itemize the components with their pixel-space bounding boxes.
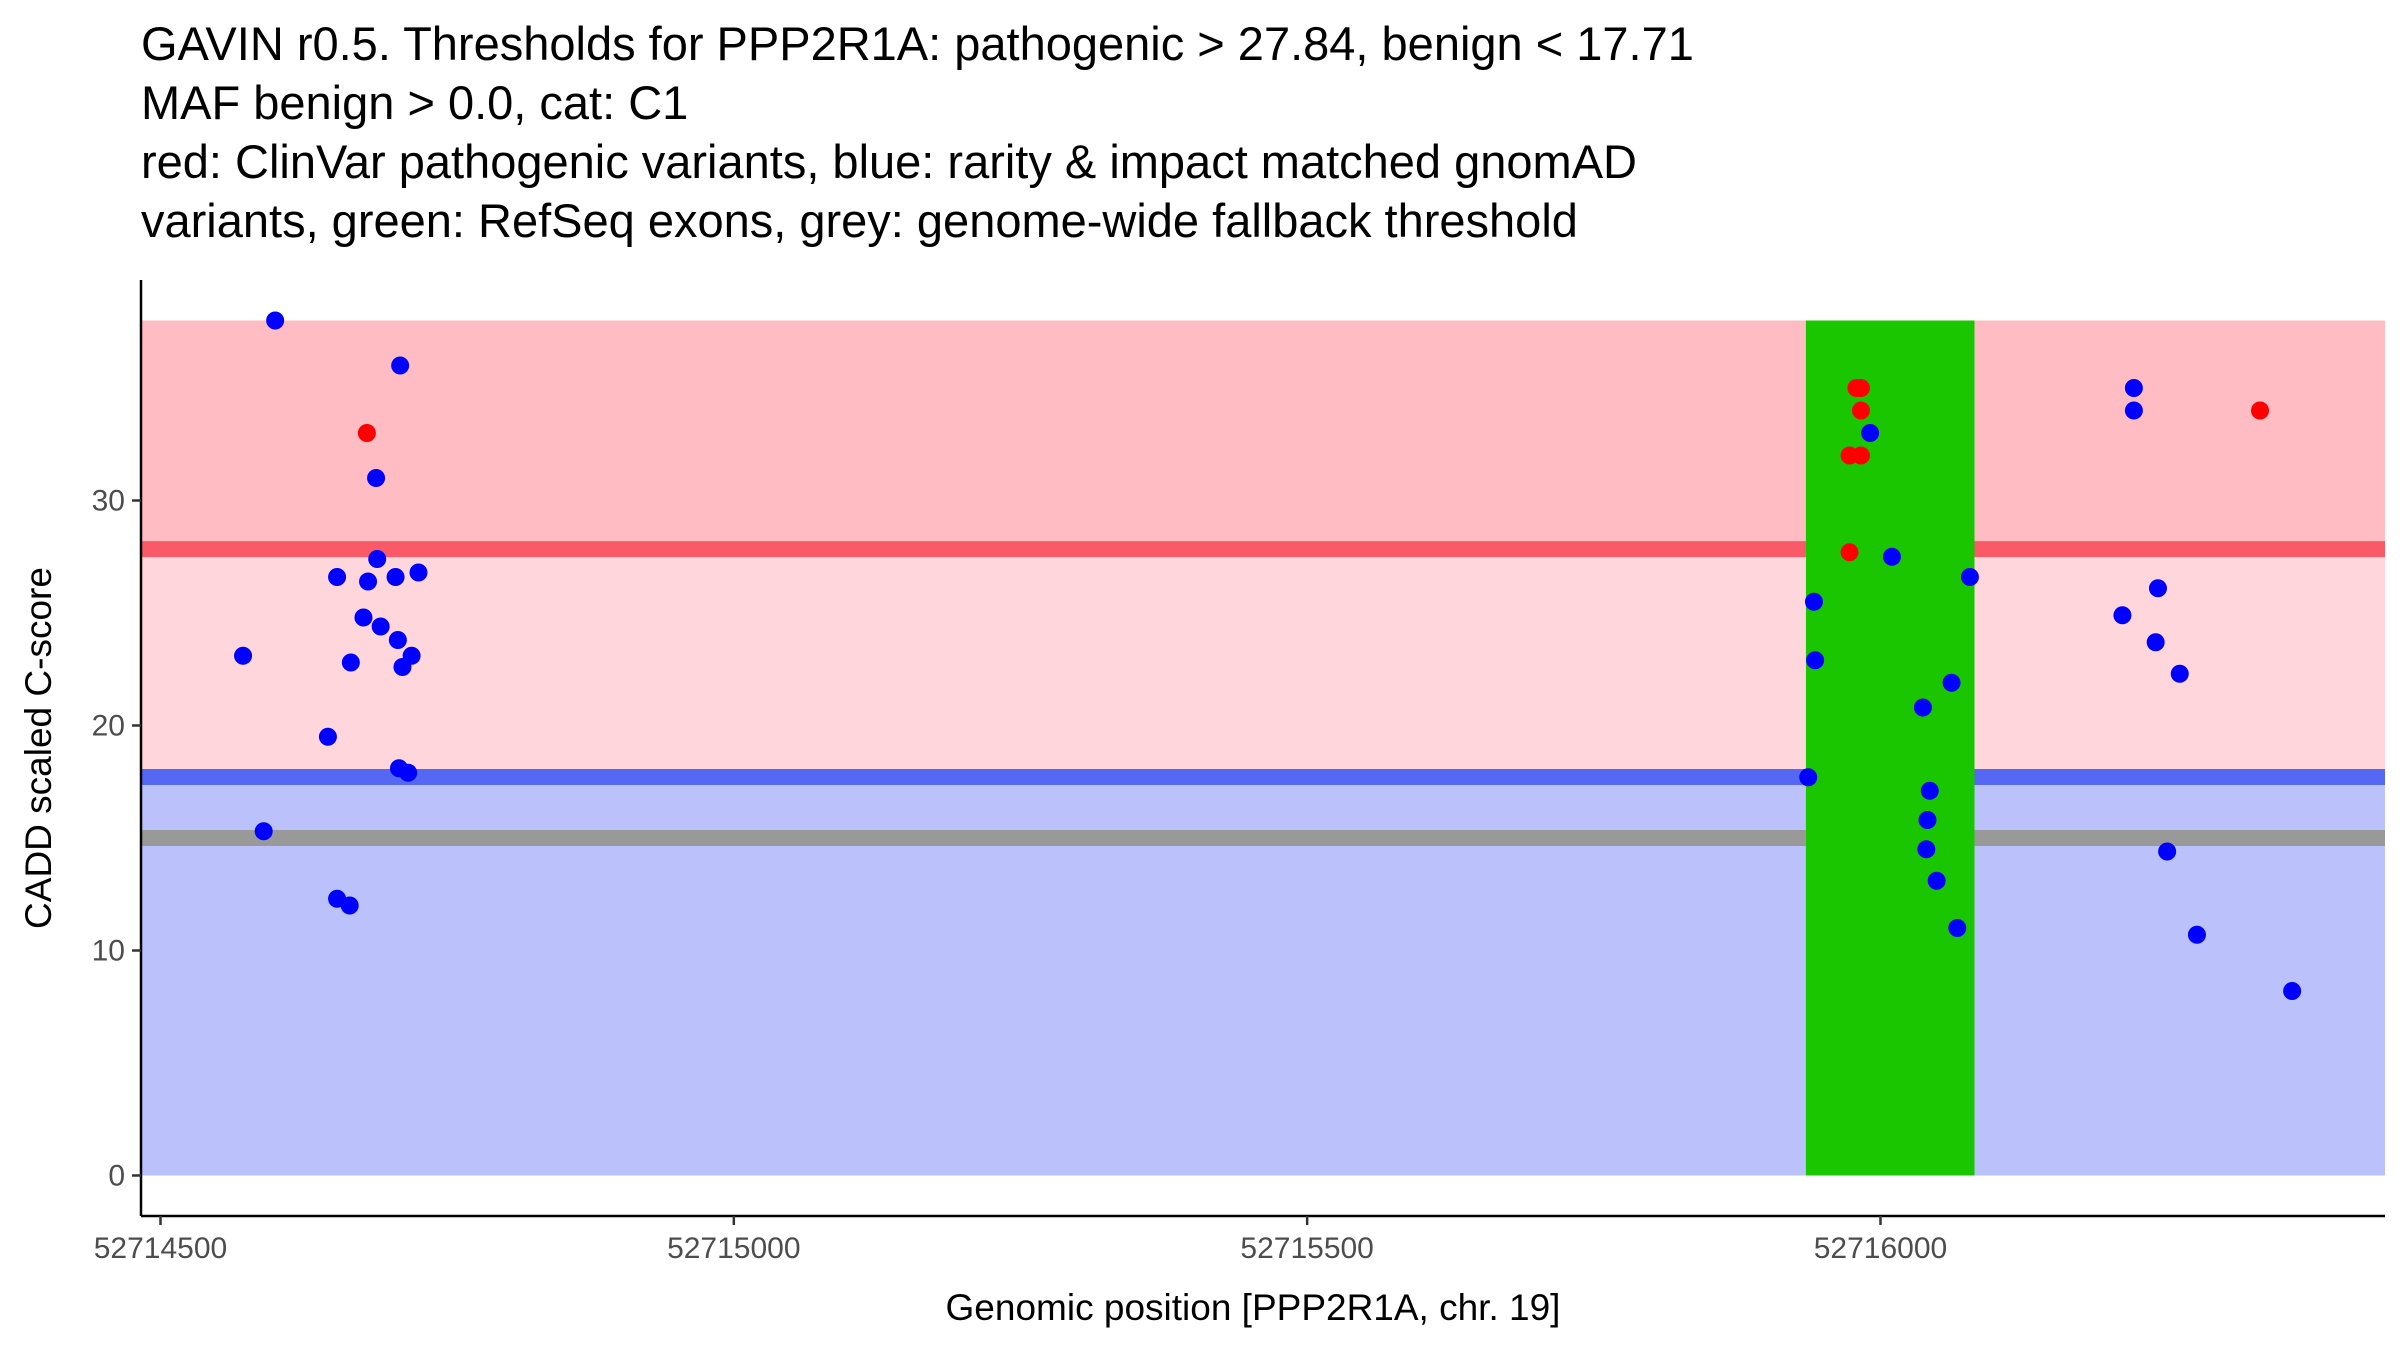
gnomad-variant-point [2148,579,2167,598]
gnomad-variant-point [399,763,418,782]
x-tick-label: 52715000 [667,1232,800,1265]
y-tick-label: 30 [92,485,125,518]
gnomad-variant-point [1960,568,1979,586]
gnomad-variant-point [340,896,359,915]
pathogenic-region [141,320,2385,550]
gnomad-variant-point [341,653,360,672]
clinvar-pathogenic-point [1851,446,1870,465]
gnomad-variant-point [2187,925,2206,944]
gnomad-variant-point [368,550,387,568]
x-tick-label: 52715500 [1240,1232,1373,1265]
gnomad-variant-point [354,608,373,627]
y-axis-title: CADD scaled C-score [18,567,59,929]
intermediate-region [141,549,2385,778]
gnomad-variant-point [1942,673,1961,692]
exon-regions [1805,320,1975,1176]
gnomad-variant-point [266,311,285,330]
x-tick-label: 52716000 [1814,1232,1947,1265]
gnomad-variant-point [234,646,253,665]
clinvar-pathogenic-point [2251,401,2270,420]
gnomad-variant-point [409,563,428,582]
gnomad-variant-point [391,356,410,375]
chart-title: GAVIN r0.5. Thresholds for PPP2R1A: path… [141,14,1694,250]
gnomad-variant-point [1917,840,1936,859]
threshold-lines [141,541,2385,846]
gnomad-variant-point [367,469,386,487]
gnomad-variant-point [402,646,421,665]
title-line: GAVIN r0.5. Thresholds for PPP2R1A: path… [141,17,1694,70]
gnomad-variant-point [1913,698,1932,717]
gnomad-variant-point [1948,919,1967,937]
gnomad-variant-point [328,568,347,586]
gnomad-variant-point [1806,651,1825,670]
gnomad-variant-point [1918,811,1937,829]
gnomad-variant-point [1927,871,1946,890]
gnomad-variant-point [1920,781,1939,800]
gnomad-variant-point [318,727,337,746]
axes: 0 10 20 30 52714500 52715000 52715500 52716000 [92,280,2385,1265]
gnomad-variant-point [2158,842,2177,861]
gnomad-variant-point [2146,633,2165,652]
clinvar-pathogenic-point [1851,379,1870,397]
gnomad-variant-point [2113,606,2132,625]
gnomad-variant-point [1882,547,1901,566]
y-tick-label: 10 [92,935,125,968]
gnomad-variant-point [1799,768,1818,787]
y-tick-label: 20 [92,710,125,743]
x-tick-label: 52714500 [94,1232,227,1265]
gnomad-variant-point [254,822,273,841]
gnomad-variant-point [1861,424,1880,442]
gnomad-variant-point [1804,592,1823,611]
gnomad-variant-point [386,568,405,586]
threshold-regions [141,320,2385,1176]
clinvar-pathogenic-point [1840,543,1859,562]
data-points [234,311,2302,1000]
title-line: MAF benign > 0.0, cat: C1 [141,76,689,129]
gnomad-variant-point [2124,379,2143,397]
y-tick-label: 0 [108,1160,125,1193]
title-line: variants, green: RefSeq exons, grey: gen… [141,194,1578,247]
exon-region [1805,320,1975,1176]
title-line: red: ClinVar pathogenic variants, blue: … [141,135,1637,188]
gnomad-variant-point [371,617,390,636]
gnomad-variant-point [359,572,378,591]
x-axis-title: Genomic position [PPP2R1A, chr. 19] [946,1287,1561,1328]
gnomad-variant-point [2283,982,2302,1000]
gnomad-variant-point [2124,401,2143,420]
gnomad-variant-point [2170,664,2189,683]
clinvar-pathogenic-point [1851,401,1870,420]
gnomad-variant-point [388,631,407,649]
clinvar-pathogenic-point [357,424,376,442]
